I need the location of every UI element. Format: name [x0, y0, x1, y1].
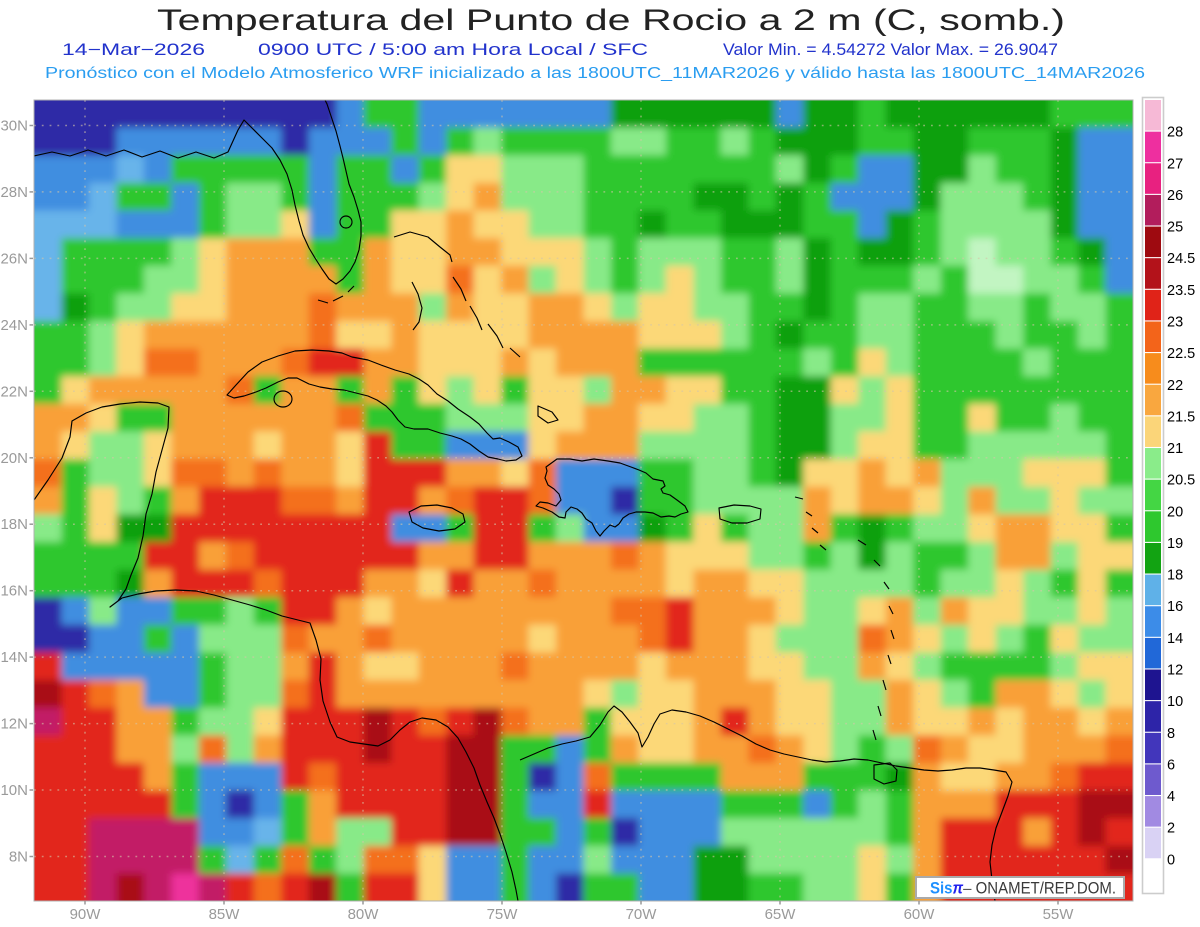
svg-text:Valor Min. = 4.54272 Valor Ma: Valor Min. = 4.54272 Valor Max. = 26.904…	[723, 41, 1058, 59]
svg-text:20: 20	[1167, 504, 1183, 520]
svg-text:8N: 8N	[9, 849, 28, 866]
svg-text:8: 8	[1167, 726, 1175, 742]
svg-text:10N: 10N	[0, 782, 28, 799]
svg-text:12N: 12N	[0, 716, 28, 733]
svg-text:30N: 30N	[0, 118, 28, 135]
svg-text:16: 16	[1167, 599, 1183, 615]
svg-text:0900 UTC / 5:00 am Hora Local: 0900 UTC / 5:00 am Hora Local / SFC	[258, 41, 648, 59]
svg-text:26N: 26N	[0, 250, 28, 267]
svg-text:14−Mar−2026: 14−Mar−2026	[62, 41, 205, 59]
svg-text:80W: 80W	[348, 906, 380, 923]
svg-text:24N: 24N	[0, 317, 28, 334]
svg-text:18: 18	[1167, 568, 1183, 584]
svg-text:22: 22	[1167, 378, 1183, 394]
svg-text:70W: 70W	[626, 906, 658, 923]
svg-text:20N: 20N	[0, 450, 28, 467]
svg-text:90W: 90W	[70, 906, 102, 923]
svg-text:24.5: 24.5	[1167, 251, 1195, 267]
svg-text:10: 10	[1167, 694, 1183, 710]
svg-text:0: 0	[1167, 852, 1175, 868]
svg-text:21: 21	[1167, 441, 1183, 457]
svg-text:22N: 22N	[0, 383, 28, 400]
svg-text:Sisπ– ONAMET/REP.DOM.: Sisπ– ONAMET/REP.DOM.	[930, 879, 1116, 898]
svg-text:22.5: 22.5	[1167, 346, 1195, 362]
svg-text:25: 25	[1167, 220, 1183, 236]
svg-text:23: 23	[1167, 315, 1183, 331]
svg-text:12: 12	[1167, 663, 1183, 679]
svg-text:6: 6	[1167, 757, 1175, 773]
svg-text:23.5: 23.5	[1167, 283, 1195, 299]
svg-text:65W: 65W	[765, 906, 797, 923]
svg-text:27: 27	[1167, 156, 1183, 172]
svg-text:18N: 18N	[0, 516, 28, 533]
svg-text:19: 19	[1167, 536, 1183, 552]
svg-text:2: 2	[1167, 821, 1175, 837]
svg-text:60W: 60W	[904, 906, 936, 923]
svg-text:28: 28	[1167, 125, 1183, 141]
svg-text:28N: 28N	[0, 184, 28, 201]
svg-text:21.5: 21.5	[1167, 409, 1195, 425]
svg-text:Pronóstico con el Modelo Atmo: Pronóstico con el Modelo Atmosferico WR…	[45, 65, 1145, 82]
svg-text:Temperatura del Punto de Rocio: Temperatura del Punto de Rocio a 2 m (C,…	[157, 4, 1065, 37]
svg-text:55W: 55W	[1043, 906, 1075, 923]
svg-text:4: 4	[1167, 789, 1175, 805]
svg-text:26: 26	[1167, 188, 1183, 204]
svg-text:14: 14	[1167, 631, 1183, 647]
svg-text:16N: 16N	[0, 583, 28, 600]
svg-text:14N: 14N	[0, 649, 28, 666]
svg-text:20.5: 20.5	[1167, 473, 1195, 489]
svg-text:85W: 85W	[209, 906, 241, 923]
svg-text:75W: 75W	[487, 906, 519, 923]
